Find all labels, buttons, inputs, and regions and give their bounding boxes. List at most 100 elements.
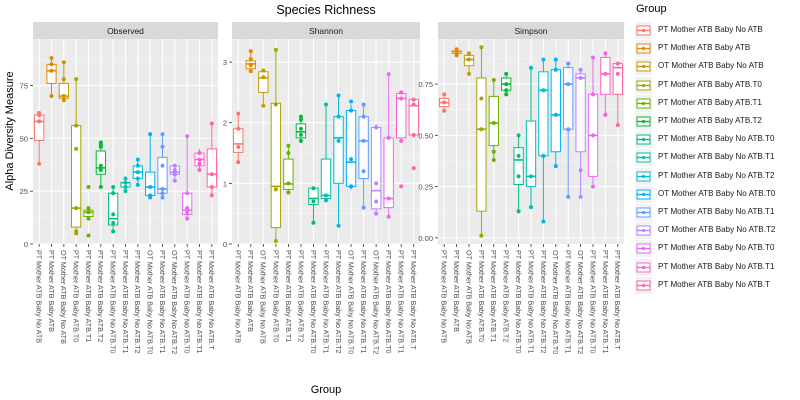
data-point	[566, 127, 571, 132]
data-point	[111, 191, 116, 196]
data-point	[386, 214, 391, 219]
data-point	[286, 143, 291, 148]
data-point	[411, 102, 416, 107]
box-11	[575, 67, 586, 199]
data-point	[566, 82, 571, 87]
x-tick-label: PT Mother ATB Baby No ATB.T2	[133, 250, 142, 353]
data-point	[349, 108, 354, 113]
data-point	[160, 132, 165, 137]
data-point	[361, 138, 366, 143]
box-iqr	[108, 192, 119, 226]
legend-item: PT Mother ATB Baby No ATB	[632, 22, 800, 40]
box-iqr	[370, 127, 382, 210]
box-10	[358, 102, 369, 210]
data-point	[209, 193, 214, 198]
data-point	[261, 103, 266, 108]
species-richness-chart: Species Richness Observed 0 25 50 75 PT Mothe…	[4, 3, 624, 396]
data-point	[86, 216, 91, 221]
x-tick-label: PT Mother ATB Baby No ATB.T	[613, 250, 622, 350]
x-tick-label: PT Mother ATB Baby ATB.T2	[96, 250, 105, 342]
data-point	[135, 163, 140, 168]
x-tick-label: PT Mother ATB Baby No ATB.T1	[601, 250, 610, 353]
data-point	[123, 176, 128, 181]
data-point	[248, 69, 253, 74]
y-tick-label: 75	[20, 81, 28, 90]
data-point	[603, 71, 608, 76]
data-point	[479, 233, 484, 238]
data-point	[324, 198, 328, 203]
y-tick-label: 0.50	[418, 131, 433, 140]
data-point	[37, 161, 42, 166]
legend-item: OT Mother ATB Baby No ATB.T0	[632, 185, 800, 204]
box-iqr	[320, 158, 332, 200]
data-point	[273, 47, 278, 52]
data-point	[411, 132, 416, 137]
legend-item: PT Mother ATB Baby No ATB.T1	[632, 149, 800, 167]
panel-simpson: Simpson 0.00 0.25 0.50 0.75 PT Mother ATB Bab…	[418, 22, 624, 354]
data-point	[336, 93, 341, 98]
data-point	[491, 78, 496, 82]
y-tick-label: 0	[223, 240, 227, 249]
legend-label: PT Mother ATB Baby ATB.T0	[658, 79, 762, 89]
data-point	[504, 71, 509, 76]
box-14	[408, 97, 419, 171]
x-tick-label: PT Mother ATB Baby No ATB.T0	[183, 250, 192, 353]
x-tick-label: PT Mother ATB Baby No ATB.T1	[321, 250, 330, 353]
box-0	[439, 92, 450, 113]
data-point	[172, 168, 177, 173]
x-tick-label: PT Mother ATB Baby No ATB.T	[409, 250, 418, 350]
data-point	[311, 186, 316, 191]
x-tick-label: PT Mother ATB Baby No ATB	[440, 250, 449, 343]
data-point	[591, 55, 595, 60]
box-13	[194, 148, 205, 173]
x-tick-label: PT Mother ATB Baby No ATB.T1	[195, 250, 204, 353]
data-point	[504, 82, 509, 87]
box-0	[34, 110, 45, 166]
data-point	[491, 157, 496, 162]
data-point	[185, 210, 190, 215]
box-iqr	[345, 110, 357, 187]
box-iqr	[358, 116, 369, 179]
box-12	[383, 72, 394, 219]
x-tick-label: PT Mother ATB Baby No ATB.T0	[514, 250, 523, 353]
x-tick-label: PT Mother ATB Baby No ATB.T0	[109, 250, 118, 353]
data-point	[386, 72, 391, 77]
legend-label: PT Mother ATB Baby No ATB.T1	[658, 152, 775, 162]
data-point	[148, 193, 153, 198]
data-point	[185, 216, 190, 221]
box-iqr	[333, 116, 344, 184]
box-13	[396, 90, 407, 189]
box-11	[169, 163, 180, 183]
box-iqr	[283, 158, 294, 190]
legend-item: OT Mother ATB Baby No ATB.T2	[632, 222, 800, 240]
legend-item: PT Mother ATB Baby No ATB.T1	[632, 258, 800, 277]
data-point	[411, 97, 416, 102]
legend-item: OT Mother ATB Baby No ATB	[632, 58, 800, 76]
facet-strip-label: Observed	[107, 26, 144, 36]
data-point	[273, 102, 278, 107]
facet-strip	[438, 22, 624, 39]
box-3	[270, 47, 282, 243]
data-point	[467, 57, 471, 62]
y-axis-title: Alpha Diversity Measure	[4, 71, 16, 190]
x-tick-label: PT Mother ATB Baby No ATB.T0	[384, 250, 393, 353]
data-point	[160, 191, 165, 196]
box-7	[320, 102, 332, 203]
box-3	[71, 77, 82, 236]
data-point	[236, 126, 241, 131]
x-tick-label: PT Mother ATB Baby No ATB.T0	[588, 250, 597, 353]
data-point	[61, 98, 66, 103]
data-point	[236, 144, 241, 149]
data-point	[591, 92, 595, 97]
x-tick-label: PT Mother ATB Baby No ATB.T0	[309, 250, 318, 353]
box-iqr	[145, 171, 156, 196]
data-point	[98, 168, 103, 173]
legend-item: PT Mother ATB Baby ATB	[632, 40, 800, 58]
data-point	[86, 184, 91, 189]
x-tick-label: OT Mother ATB Baby No ATB	[59, 250, 68, 344]
data-point	[197, 151, 202, 156]
data-point	[209, 172, 214, 177]
box-iqr	[476, 77, 487, 212]
data-point	[399, 96, 404, 101]
box-4	[83, 184, 94, 238]
